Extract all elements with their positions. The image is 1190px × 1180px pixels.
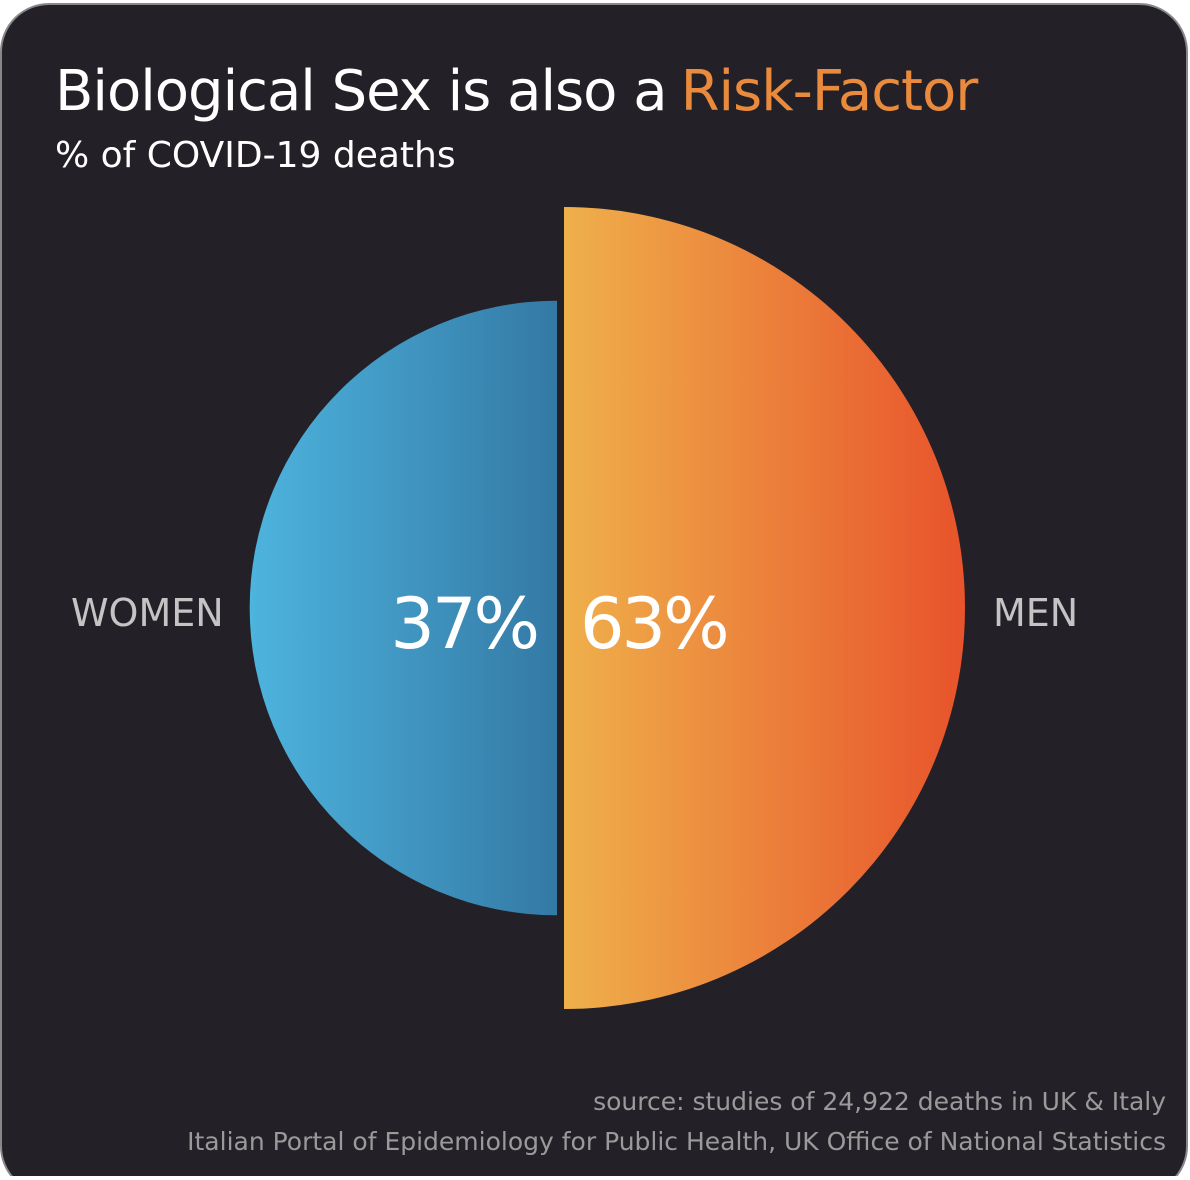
source: source: studies of 24,922 deaths in UK &…	[593, 1087, 1166, 1116]
chart-title: Biological Sex is also a Risk-Factor	[55, 59, 979, 124]
value-label: 63%	[580, 583, 727, 665]
category-label: WOMEN	[71, 591, 224, 635]
title-highlight: Risk-Factor	[681, 59, 980, 124]
half-circle	[249, 300, 558, 916]
subtitle: % of COVID-19 deaths	[55, 135, 456, 176]
title-part: Biological Sex is also a	[55, 59, 667, 124]
value-label: 37%	[390, 583, 537, 665]
category-label: MEN	[993, 591, 1078, 635]
half-circle	[564, 207, 965, 1009]
source: Italian Portal of Epidemiology for Publi…	[187, 1127, 1166, 1156]
